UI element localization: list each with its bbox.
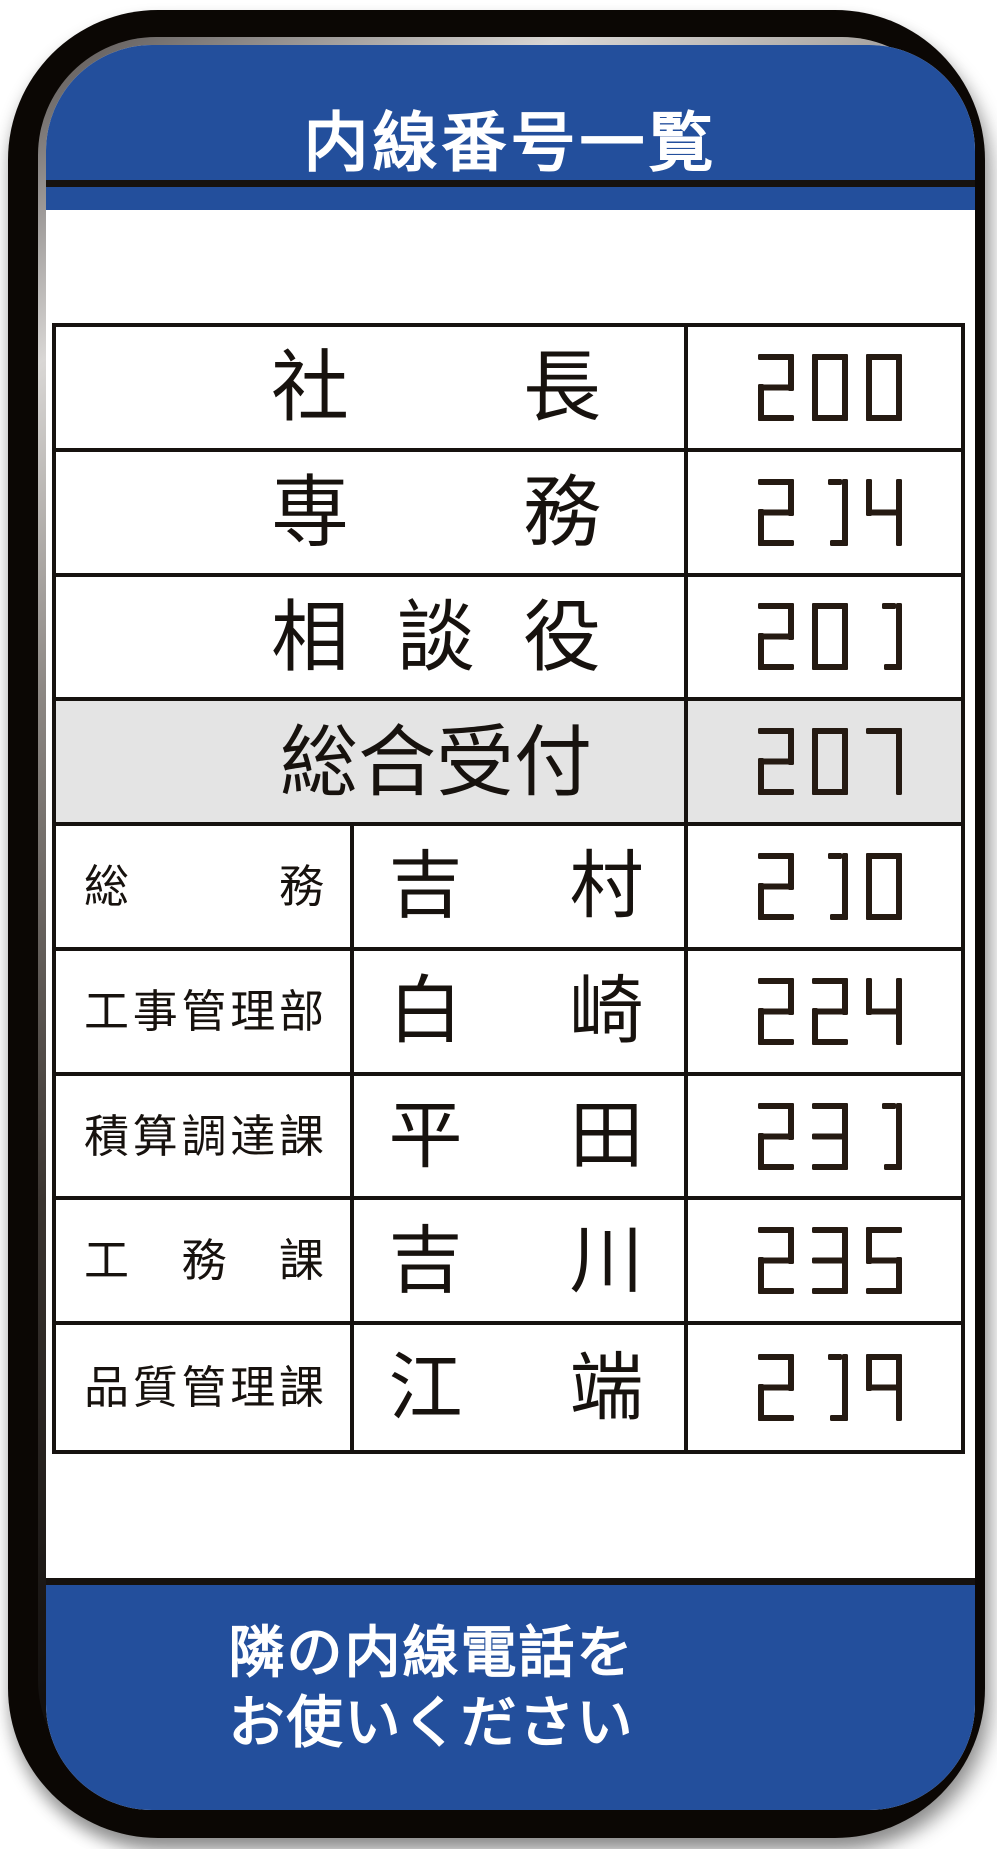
extension-number xyxy=(757,478,902,546)
table-row-extension xyxy=(684,576,961,702)
table-row-extension xyxy=(684,1325,961,1450)
person-name: 吉村 xyxy=(388,844,644,928)
table-row-person: 白崎 xyxy=(350,950,684,1076)
extension-number xyxy=(757,353,902,421)
table-row-extension xyxy=(684,950,961,1076)
sign-face: 内線番号一覧 社長 専務 相談役 総合受付 総務 吉村 xyxy=(46,45,975,1810)
table-row-label: 相談役 xyxy=(56,577,684,702)
sign-footer: 隣の内線電話を お使いください xyxy=(46,1585,975,1810)
table-row-label: 専務 xyxy=(56,452,684,577)
role-label: 社長 xyxy=(271,343,601,432)
table-row-department: 品質管理課 xyxy=(56,1325,350,1450)
table-row-extension xyxy=(684,701,961,827)
role-label: 相談役 xyxy=(271,592,601,681)
table-row-person: 吉村 xyxy=(350,826,684,951)
table-row-person: 吉川 xyxy=(350,1200,684,1326)
department-label: 工事管理部 xyxy=(84,985,324,1037)
department-label: 工務課 xyxy=(84,1235,324,1287)
table-row-extension xyxy=(684,1075,961,1201)
person-name: 吉川 xyxy=(388,1218,644,1302)
footer-divider xyxy=(46,1578,975,1585)
table-row-department: 工事管理部 xyxy=(56,951,350,1076)
footer-notice-line2: お使いください xyxy=(228,1691,635,1754)
table-row-extension xyxy=(684,826,961,951)
footer-notice: 隣の内線電話を お使いください xyxy=(46,1618,896,1758)
extension-number xyxy=(757,852,902,920)
person-name: 平田 xyxy=(388,1094,644,1178)
extension-number xyxy=(757,1354,902,1422)
footer-notice-line1: 隣の内線電話を xyxy=(228,1621,635,1684)
table-row-person: 平田 xyxy=(350,1075,684,1201)
table-row-extension xyxy=(684,451,961,577)
table-row-department: 総務 xyxy=(56,826,350,951)
sign-title: 内線番号一覧 xyxy=(303,106,718,179)
person-name: 江端 xyxy=(388,1345,644,1429)
role-label: 専務 xyxy=(271,468,601,557)
table-row-person: 江端 xyxy=(350,1325,684,1450)
table-row-label: 社長 xyxy=(56,327,684,452)
table-row-extension xyxy=(684,327,961,452)
extension-number xyxy=(757,977,902,1045)
department-label: 積算調達課 xyxy=(84,1110,324,1162)
header-divider xyxy=(46,180,975,187)
table-row-department: 積算調達課 xyxy=(56,1076,350,1201)
table-row-department: 工務課 xyxy=(56,1200,350,1326)
table-row-extension xyxy=(684,1200,961,1326)
extension-table: 社長 専務 相談役 総合受付 総務 吉村 工事管理部 白崎 xyxy=(52,323,965,1454)
table-row-label: 総合受付 xyxy=(56,701,684,827)
extension-number xyxy=(757,728,902,796)
person-name: 白崎 xyxy=(388,969,644,1053)
extension-number xyxy=(757,603,902,671)
extension-number xyxy=(757,1227,902,1295)
role-label: 総合受付 xyxy=(279,717,592,806)
extension-number xyxy=(757,1102,902,1170)
department-label: 品質管理課 xyxy=(84,1362,324,1414)
sign-bezel: 内線番号一覧 社長 専務 相談役 総合受付 総務 吉村 xyxy=(8,10,985,1838)
department-label: 総務 xyxy=(84,860,324,912)
